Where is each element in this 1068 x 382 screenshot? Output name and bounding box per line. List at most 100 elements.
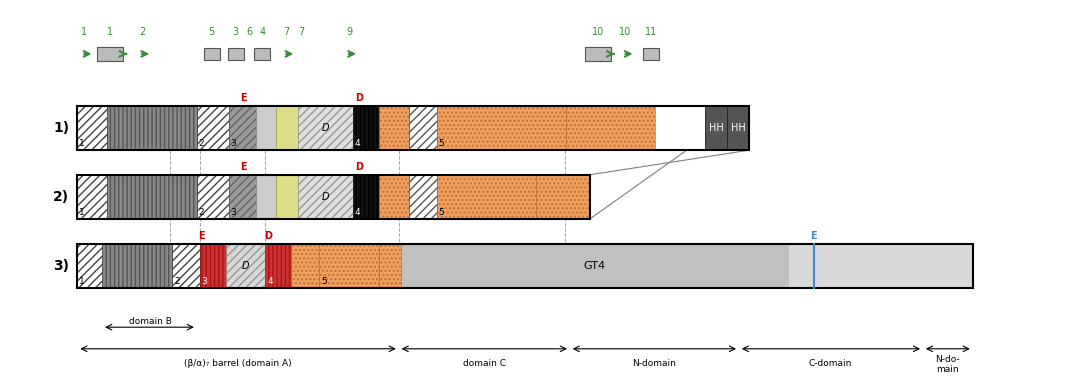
Text: D: D [355, 93, 363, 103]
Bar [352, 106, 379, 150]
Text: 4: 4 [355, 139, 361, 148]
Text: N-do-
main: N-do- main [936, 355, 960, 374]
Bar [298, 106, 352, 150]
Text: 2: 2 [199, 139, 204, 148]
Bar [298, 175, 352, 219]
Bar [172, 244, 200, 288]
Bar [77, 244, 103, 288]
Bar [256, 175, 277, 219]
Bar [107, 175, 197, 219]
Bar [256, 106, 277, 150]
Bar [379, 106, 409, 150]
Bar [379, 106, 409, 150]
Bar [77, 244, 973, 288]
Text: D: D [321, 192, 329, 202]
Text: 10: 10 [592, 27, 603, 37]
Bar [292, 244, 319, 288]
Text: E: E [199, 231, 205, 241]
Text: 2): 2) [53, 190, 69, 204]
Bar [727, 106, 749, 150]
Bar [536, 175, 590, 219]
Bar [256, 106, 277, 150]
Bar [536, 175, 590, 219]
Bar [197, 175, 229, 219]
Text: 9: 9 [346, 27, 352, 37]
Bar [656, 106, 705, 150]
Bar [197, 106, 229, 150]
Text: 7: 7 [298, 27, 304, 37]
Bar [107, 106, 197, 150]
Bar [103, 244, 172, 288]
Bar [437, 106, 566, 150]
Bar [277, 175, 298, 219]
Bar [298, 106, 352, 150]
Text: (β/α)₇ barrel (domain A): (β/α)₇ barrel (domain A) [184, 359, 292, 367]
Text: 4: 4 [355, 208, 361, 217]
Bar [227, 48, 244, 60]
Bar [379, 175, 409, 219]
Bar [77, 175, 107, 219]
Text: E: E [811, 231, 817, 241]
Bar [566, 106, 656, 150]
Bar [254, 48, 270, 60]
Text: 3): 3) [53, 259, 69, 273]
Bar [292, 244, 319, 288]
Bar [379, 244, 400, 288]
Bar [266, 244, 292, 288]
Bar [200, 244, 225, 288]
Text: 5: 5 [439, 208, 444, 217]
Bar [409, 175, 437, 219]
Bar [256, 175, 277, 219]
Bar [437, 175, 536, 219]
Text: 5: 5 [321, 277, 327, 286]
Bar [107, 175, 197, 219]
Text: D: D [265, 231, 272, 241]
Bar [352, 106, 379, 150]
Bar [409, 106, 437, 150]
Text: 6: 6 [247, 27, 252, 37]
Text: HH: HH [709, 123, 723, 133]
Bar [229, 175, 256, 219]
Bar [77, 175, 590, 219]
Bar [172, 244, 200, 288]
Text: 2: 2 [139, 27, 145, 37]
Bar [379, 244, 400, 288]
Bar [77, 175, 107, 219]
Bar [197, 175, 229, 219]
Bar [298, 175, 352, 219]
Text: 1: 1 [81, 27, 88, 37]
Bar [204, 48, 220, 60]
Bar [437, 106, 566, 150]
Bar [277, 106, 298, 150]
Text: 2: 2 [199, 208, 204, 217]
Text: 1: 1 [79, 208, 85, 217]
Text: E: E [240, 162, 247, 172]
Text: 10: 10 [619, 27, 631, 37]
Text: C-domain: C-domain [808, 359, 852, 367]
Bar [277, 106, 298, 150]
Bar [225, 244, 266, 288]
Bar [277, 175, 298, 219]
Bar [400, 244, 788, 288]
Text: N-domain: N-domain [632, 359, 676, 367]
Text: 3: 3 [231, 139, 236, 148]
Bar [352, 175, 379, 219]
Text: D: D [241, 261, 249, 271]
Text: 2: 2 [174, 277, 179, 286]
Bar [200, 244, 225, 288]
Text: domain C: domain C [462, 359, 506, 367]
Text: 1: 1 [79, 139, 85, 148]
Bar [566, 106, 656, 150]
Text: 3: 3 [202, 277, 207, 286]
Text: 4: 4 [260, 27, 266, 37]
Bar [77, 106, 107, 150]
Text: 7: 7 [283, 27, 289, 37]
Bar [77, 106, 107, 150]
Text: GT4: GT4 [583, 261, 606, 271]
Bar [379, 175, 409, 219]
Text: 5: 5 [208, 27, 215, 37]
Bar [788, 244, 973, 288]
Bar [266, 244, 292, 288]
Text: 3: 3 [233, 27, 238, 37]
Text: E: E [240, 93, 247, 103]
